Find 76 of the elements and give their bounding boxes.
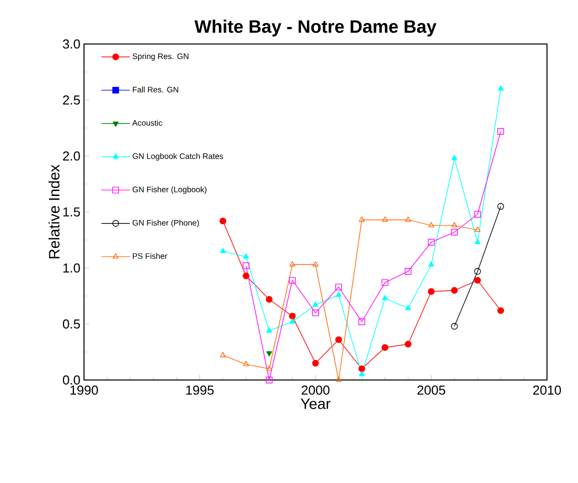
point	[382, 294, 388, 300]
y-axis-title: Relative Index	[48, 164, 60, 258]
legend-label: Acoustic	[132, 120, 162, 126]
point	[312, 309, 319, 316]
point	[474, 268, 481, 275]
legend-label: PS Fisher	[132, 253, 168, 259]
point	[474, 276, 481, 284]
point	[497, 203, 504, 210]
legend-label: GN Fisher (Logbook)	[132, 186, 206, 194]
point	[266, 327, 272, 333]
point	[358, 216, 365, 222]
point	[266, 351, 272, 356]
x-tick-label: 2010	[533, 386, 561, 395]
chart-title: White Bay - Notre Dame Bay	[194, 20, 436, 36]
point	[242, 272, 250, 280]
point	[289, 312, 296, 320]
point	[266, 376, 273, 384]
legend-label: GN Logbook Catch Rates	[132, 153, 224, 161]
point	[312, 360, 319, 367]
x-tick-label: 1995	[186, 386, 214, 395]
point	[404, 340, 412, 348]
y-tick-label: 1.0	[63, 263, 80, 273]
point	[382, 344, 388, 351]
y-tick-label: 0.5	[62, 319, 80, 329]
point	[312, 302, 318, 307]
point	[404, 268, 412, 275]
point	[358, 371, 365, 376]
point	[289, 261, 296, 266]
x-tick-label: 1990	[70, 386, 98, 395]
point	[335, 336, 342, 344]
point	[405, 304, 412, 310]
point	[335, 284, 342, 290]
point	[428, 238, 435, 246]
point	[428, 261, 434, 266]
point	[451, 287, 458, 294]
point	[451, 154, 458, 160]
point	[498, 85, 504, 91]
point	[451, 322, 458, 330]
point	[497, 128, 504, 135]
point	[474, 210, 481, 218]
point	[220, 218, 226, 224]
point	[266, 365, 272, 371]
point	[382, 279, 388, 286]
y-tick-label: 0.0	[62, 375, 80, 385]
point	[220, 248, 226, 254]
point	[266, 296, 273, 303]
y-tick-label: 1.5	[63, 207, 80, 217]
point	[336, 292, 342, 297]
y-tick-label: 2.0	[63, 151, 80, 161]
point	[312, 261, 318, 266]
point	[289, 276, 296, 284]
point	[220, 352, 226, 358]
point	[358, 365, 366, 372]
y-tick-label: 2.5	[63, 95, 80, 105]
point	[474, 226, 480, 232]
point	[451, 222, 458, 228]
point	[242, 262, 250, 270]
x-axis-title: Year	[300, 398, 330, 410]
point	[382, 216, 388, 222]
x-tick-label: 2000	[302, 386, 330, 395]
legend-label: GN Fisher (Phone)	[132, 220, 199, 228]
y-tick-label: 3.0	[62, 39, 80, 49]
point	[428, 288, 435, 295]
point	[243, 253, 249, 259]
point	[405, 216, 412, 222]
point	[497, 307, 504, 314]
point	[336, 376, 342, 382]
legend-label: Spring Res. GN	[132, 53, 188, 61]
point	[243, 360, 249, 366]
point	[358, 318, 366, 326]
point	[451, 228, 458, 236]
point	[474, 238, 480, 244]
point	[428, 222, 434, 228]
legend-label: Fall Res. GN	[132, 86, 178, 92]
x-tick-label: 2005	[417, 386, 446, 395]
point	[289, 318, 296, 324]
